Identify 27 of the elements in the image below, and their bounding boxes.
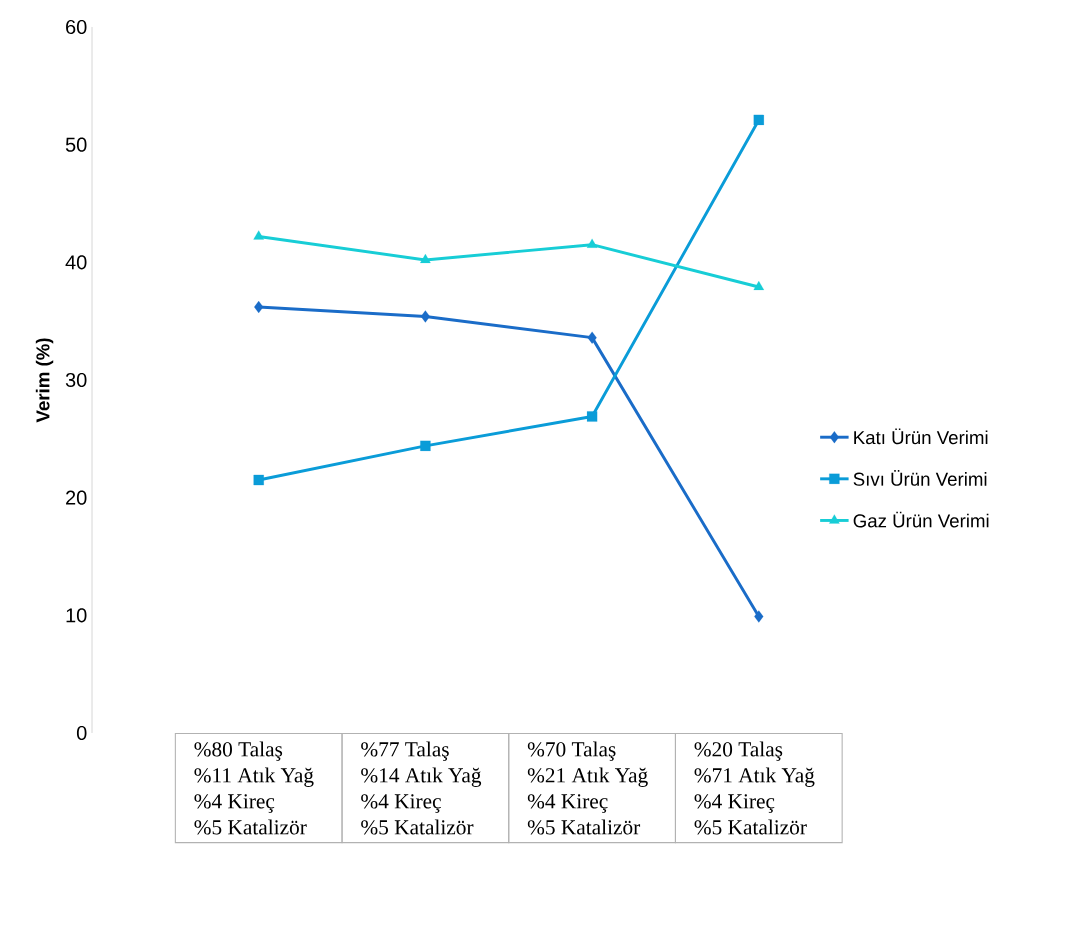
point	[254, 300, 264, 314]
point	[420, 253, 431, 264]
x-tick-label: %20 Talaş %71 Atık Yağ %4 Kireç %5 Katalizör	[694, 741, 815, 835]
point	[420, 440, 431, 452]
y-tick-label: 40	[65, 255, 87, 270]
point	[586, 411, 598, 422]
x-tick-label: %80 Talaş %11 Atık Yağ %4 Kireç %5 Katalizör	[194, 741, 314, 835]
y-tick-label: 60	[66, 19, 87, 35]
x-tick-label: %77 Talaş %14 Atık Yağ %4 Kireç %5 Katalizör	[361, 741, 482, 835]
point	[586, 238, 598, 248]
y-tick-label: 20	[66, 490, 87, 505]
y-tick-label: 0	[76, 725, 87, 741]
y-axis-title: Verim (%)	[35, 338, 54, 423]
point	[753, 114, 764, 126]
legend-label: Sıvı Ürün Verimi	[853, 470, 987, 486]
point	[754, 610, 764, 623]
legend-label: Gaz Ürün Verimi	[853, 511, 989, 528]
y-tick-label: 30	[65, 372, 87, 388]
point	[587, 331, 597, 344]
point	[253, 474, 264, 486]
y-tick-label: 50	[65, 137, 87, 152]
x-tick-label: %70 Talaş %21 Atık Yağ %4 Kireç %5 Katalizör	[527, 741, 648, 835]
legend-label: Katı Ürün Verimi	[854, 428, 988, 445]
point	[420, 310, 430, 323]
y-tick-label: 10	[66, 608, 87, 623]
point	[753, 280, 765, 291]
point	[253, 230, 264, 240]
